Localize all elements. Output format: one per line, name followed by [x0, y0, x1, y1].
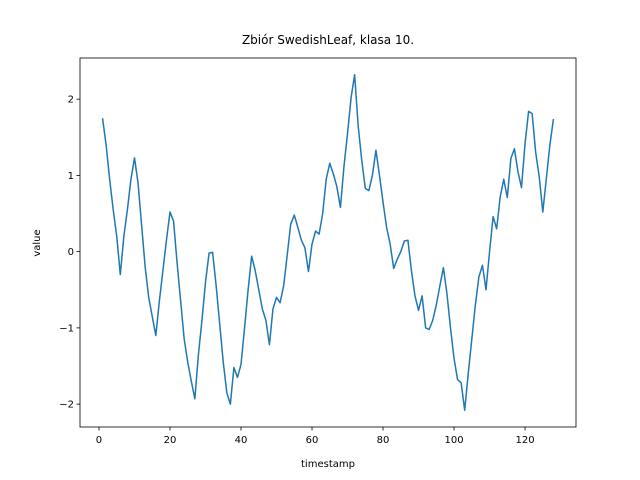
x-tick-label: 40 [235, 435, 248, 446]
x-tick-label: 80 [377, 435, 390, 446]
y-tick-label: 2 [68, 95, 74, 106]
x-tick-label: 0 [96, 435, 102, 446]
x-tick-label: 60 [306, 435, 319, 446]
x-axis-label: timestamp [301, 459, 355, 470]
y-tick-label: 1 [68, 171, 74, 182]
y-tick-label: −2 [59, 400, 74, 411]
x-tick-label: 100 [444, 435, 463, 446]
y-tick-label: −1 [59, 323, 74, 334]
data-line [101, 74, 555, 411]
x-tick-label: 120 [516, 435, 535, 446]
axes-frame [79, 57, 577, 428]
x-tick-label: 20 [164, 435, 177, 446]
y-axis-label: value [32, 229, 43, 256]
y-tick-label: 0 [68, 247, 74, 258]
chart-title: Zbiór SwedishLeaf, klasa 10. [242, 33, 414, 47]
